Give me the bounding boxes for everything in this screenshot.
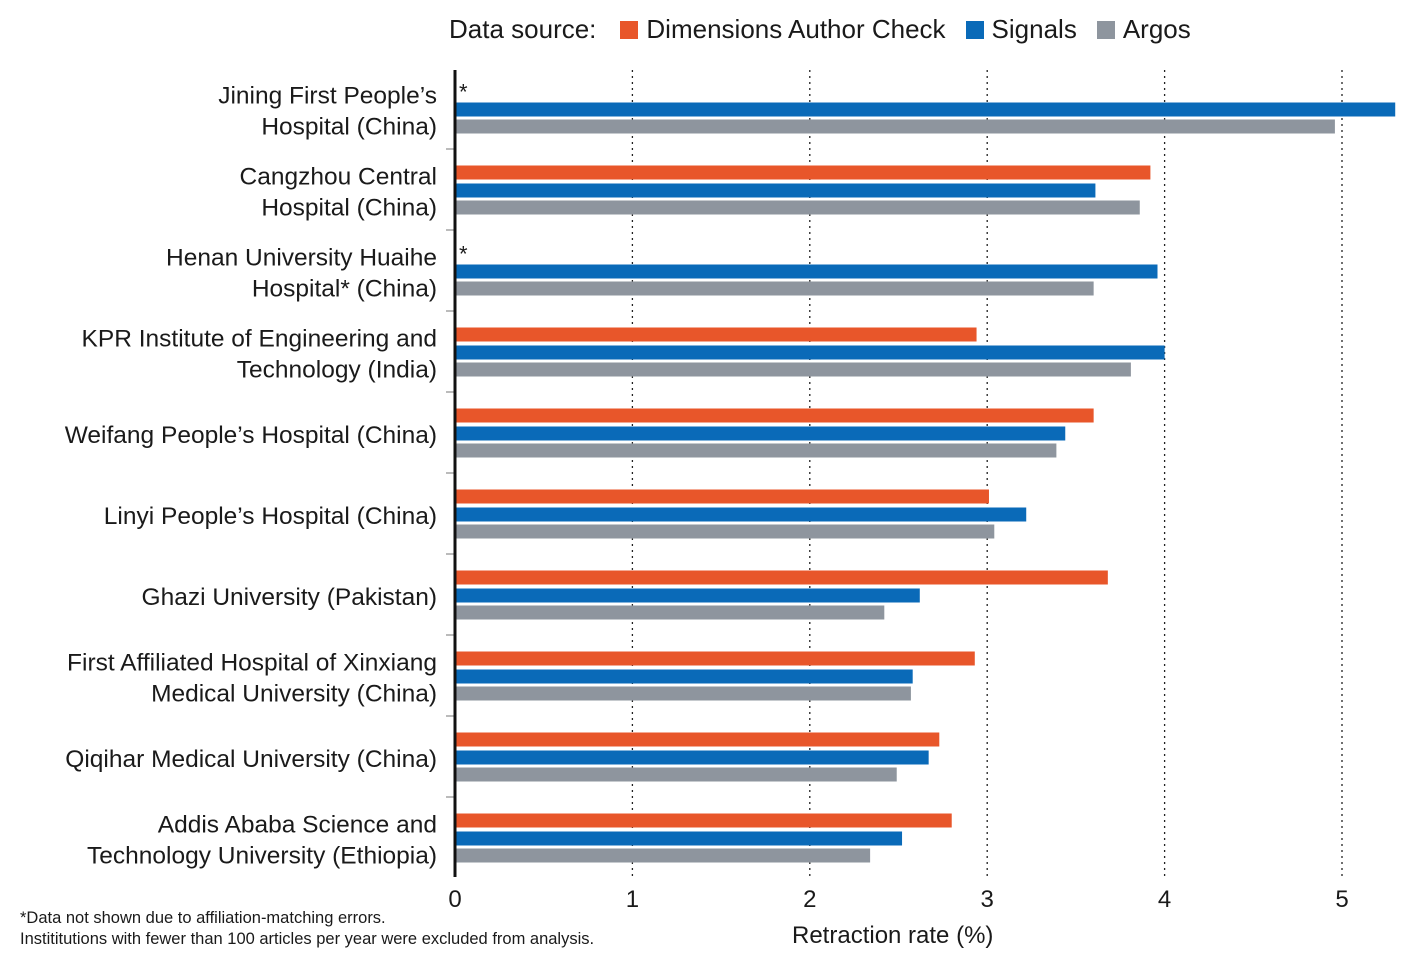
bar-dimensions-author-check-9: [455, 813, 952, 828]
legend-swatch-signals: [965, 20, 984, 39]
bar-dimensions-author-check-7: [455, 651, 975, 666]
bar-argos-8: [455, 767, 897, 782]
bar-argos-9: [455, 848, 871, 863]
missing-data-marker: *: [459, 80, 468, 105]
category-label: Weifang People’s Hospital (China): [65, 422, 437, 449]
bar-signals-0: [455, 102, 1396, 117]
x-axis-label: Retraction rate (%): [792, 922, 994, 949]
bar-signals-1: [455, 183, 1096, 198]
x-tick-label-0: 0: [448, 886, 461, 913]
category-label: Hospital* (China): [252, 276, 437, 303]
legend-item-signals: Signals: [965, 14, 1077, 45]
category-label: Medical University (China): [151, 681, 437, 708]
category-label: Henan University Huaihe: [166, 245, 437, 272]
bar-dimensions-author-check-3: [455, 327, 977, 342]
bar-argos-2: [455, 281, 1094, 296]
legend-title: Data source:: [449, 14, 597, 44]
bar-signals-7: [455, 669, 913, 684]
bar-dimensions-author-check-5: [455, 489, 989, 504]
bar-argos-1: [455, 200, 1140, 215]
x-tick-label-2: 2: [803, 886, 816, 913]
category-label: Hospital (China): [261, 195, 437, 222]
category-label: Ghazi University (Pakistan): [142, 584, 437, 611]
footnote-missing-data: *Data not shown due to affiliation-match…: [20, 909, 386, 927]
legend-swatch-dimensions: [620, 20, 639, 39]
x-tick-label-5: 5: [1335, 886, 1348, 913]
bar-dimensions-author-check-1: [455, 165, 1151, 180]
legend: Data source: Dimensions Author Check Sig…: [449, 14, 1211, 45]
bar-signals-6: [455, 588, 920, 603]
legend-label-signals: Signals: [991, 14, 1077, 44]
bar-argos-3: [455, 362, 1131, 377]
bar-argos-5: [455, 524, 995, 539]
legend-item-dimensions: Dimensions Author Check: [620, 14, 946, 45]
legend-label-argos: Argos: [1122, 14, 1191, 44]
category-label: Qiqihar Medical University (China): [65, 746, 437, 773]
legend-label-dimensions: Dimensions Author Check: [646, 14, 946, 44]
bar-argos-4: [455, 443, 1057, 458]
bar-signals-8: [455, 750, 929, 765]
category-label: Addis Ababa Science and: [158, 812, 437, 839]
x-tick-label-3: 3: [981, 886, 994, 913]
bar-dimensions-author-check-4: [455, 408, 1094, 423]
bar-argos-7: [455, 686, 911, 701]
footnotes: *Data not shown due to affiliation-match…: [20, 908, 594, 950]
category-label: Hospital (China): [261, 114, 437, 141]
category-label: KPR Institute of Engineering and: [82, 326, 437, 353]
legend-item-argos: Argos: [1096, 14, 1191, 45]
category-label: First Affiliated Hospital of Xinxiang: [67, 650, 437, 677]
footnote-exclusion: Instititutions with fewer than 100 artic…: [20, 930, 595, 948]
bar-signals-5: [455, 507, 1027, 522]
bar-argos-6: [455, 605, 885, 620]
x-tick-label-1: 1: [626, 886, 639, 913]
bar-argos-0: [455, 119, 1335, 134]
x-tick-label-4: 4: [1158, 886, 1171, 913]
category-label: Technology (India): [237, 357, 437, 384]
bar-dimensions-author-check-6: [455, 570, 1108, 585]
category-label: Technology University (Ethiopia): [87, 843, 437, 870]
category-label: Cangzhou Central: [240, 164, 437, 191]
bar-dimensions-author-check-8: [455, 732, 940, 747]
bar-signals-4: [455, 426, 1066, 441]
bar-signals-9: [455, 831, 903, 846]
missing-data-marker: *: [459, 242, 468, 267]
bar-signals-2: [455, 264, 1158, 279]
legend-swatch-argos: [1096, 20, 1115, 39]
category-label: Jining First People’s: [218, 83, 437, 110]
category-label: Linyi People’s Hospital (China): [104, 503, 437, 530]
bar-signals-3: [455, 345, 1165, 360]
